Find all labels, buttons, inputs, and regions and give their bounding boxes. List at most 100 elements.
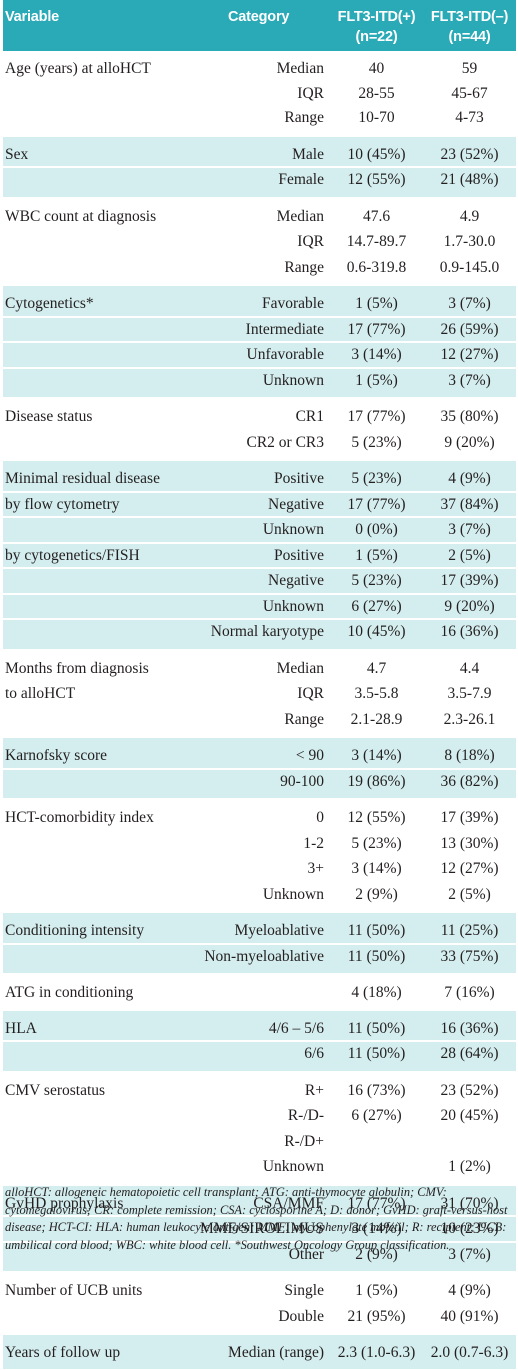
flt3-negative-cell: 40 (91%) <box>423 1302 516 1335</box>
variable-cell <box>3 253 190 286</box>
category-cell: Range <box>190 705 330 738</box>
category-cell: Unknown <box>190 592 330 620</box>
category-cell: Other <box>190 1240 330 1273</box>
table-row: Minimal residual disease Positive 5 (23%) 4… <box>3 459 516 492</box>
flt3-positive-cell: 2.3 (1.0-6.3) <box>330 1333 423 1370</box>
header-flt3-negative-n: (n=44) <box>448 29 491 45</box>
variable-cell: Age (years) at alloHCT <box>3 51 190 82</box>
variable-cell <box>3 618 190 650</box>
variable-cell: WBC count at diagnosis <box>3 196 190 230</box>
table-row: IQR 28-55 45-67 <box>3 81 516 106</box>
category-cell: Median <box>190 196 330 230</box>
flt3-negative-cell: 4.9 <box>423 196 516 230</box>
variable-cell: ATG in conditioning <box>3 973 190 1010</box>
flt3-positive-cell: 5 (23%) <box>330 567 423 594</box>
variable-cell <box>3 1302 190 1335</box>
table-row: Cytogenetics* Favorable 1 (5%) 3 (7%) <box>3 284 516 317</box>
flt3-negative-cell: 23 (52%) <box>423 1070 516 1104</box>
table-row: Years of follow up Median (range) 2.3 (1.0… <box>3 1333 516 1370</box>
table-row: CMV serostatus R+ 16 (73%) 23 (52%) <box>3 1070 516 1104</box>
flt3-positive-cell: 28-55 <box>330 81 423 106</box>
variable-cell <box>3 942 190 975</box>
row-group: HLA 4/6 – 5/6 11 (50%) 16 (36%) 6/6 11 (50%) 2… <box>3 1008 516 1072</box>
category-cell: 3+ <box>190 855 330 882</box>
category-cell: Female <box>190 166 330 198</box>
table-row: 3+ 3 (14%) 12 (27%) <box>3 855 516 882</box>
variable-cell: Number of UCB units <box>3 1271 190 1304</box>
header-flt3-positive: FLT3-ITD(+) (n=22) <box>330 0 423 51</box>
category-cell: CSA/MMF <box>190 1183 330 1217</box>
category-cell: MMF/SIROLIMUS <box>190 1215 330 1242</box>
row-group: WBC count at diagnosis Median 47.6 4.9 IQR 14… <box>3 196 516 286</box>
category-cell: 6/6 <box>190 1040 330 1072</box>
table-row: Age (years) at alloHCT Median 40 59 <box>3 51 516 82</box>
flt3-negative-cell: 4 (9%) <box>423 1271 516 1304</box>
variable-cell <box>3 228 190 255</box>
category-cell: Favorable <box>190 284 330 317</box>
row-group: Sex Male 10 (45%) 23 (52%) Female 12 (55%) 21 … <box>3 134 516 198</box>
flt3-negative-cell: 3 (7%) <box>423 366 516 399</box>
flt3-positive-cell: 1 (5%) <box>330 541 423 569</box>
flt3-negative-cell: 3 (7%) <box>423 284 516 317</box>
header-flt3-negative: FLT3-ITD(–) (n=44) <box>423 0 516 51</box>
table-row: WBC count at diagnosis Median 47.6 4.9 <box>3 196 516 230</box>
category-cell: CR2 or CR3 <box>190 428 330 461</box>
table-row: to alloHCT IQR 3.5-5.8 3.5-7.9 <box>3 680 516 707</box>
table-footnote: alloHCT: allogeneic hematopoietic cell t… <box>5 1185 508 1252</box>
variable-cell <box>3 315 190 343</box>
flt3-negative-cell: 1 (2%) <box>423 1153 516 1185</box>
category-cell: Median <box>190 648 330 682</box>
flt3-negative-cell: 16 (36%) <box>423 618 516 650</box>
category-cell: Unfavorable <box>190 341 330 368</box>
row-group: Years of follow up Median (range) 2.3 (1.0… <box>3 1333 516 1370</box>
category-cell: Range <box>190 105 330 136</box>
flt3-positive-cell: 17 (77%) <box>330 1183 423 1217</box>
flt3-negative-cell: 12 (27%) <box>423 855 516 882</box>
row-group: Minimal residual disease Positive 5 (23%) 4… <box>3 459 516 650</box>
variable-cell <box>3 567 190 594</box>
variable-cell: Years of follow up <box>3 1333 190 1370</box>
variable-cell <box>3 516 190 543</box>
flt3-negative-cell: 4 (9%) <box>423 459 516 492</box>
table-row: Unknown 2 (9%) 2 (5%) <box>3 880 516 913</box>
flt3-negative-cell: 2.0 (0.7-6.3) <box>423 1333 516 1370</box>
category-cell: IQR <box>190 228 330 255</box>
flt3-negative-cell: 2 (5%) <box>423 880 516 913</box>
flt3-negative-cell: 36 (82%) <box>423 767 516 800</box>
table-row: Range 10-70 4-73 <box>3 105 516 136</box>
variable-cell: Conditioning intensity <box>3 911 190 944</box>
variable-cell <box>3 428 190 461</box>
flt3-negative-cell: 12 (27%) <box>423 341 516 368</box>
variable-cell <box>3 1240 190 1273</box>
flt3-positive-cell: 1 (5%) <box>330 284 423 317</box>
flt3-negative-cell: 35 (80%) <box>423 397 516 430</box>
flt3-negative-cell: 4.4 <box>423 648 516 682</box>
variable-cell: HCT-comorbidity index <box>3 798 190 831</box>
flt3-positive-cell: 17 (77%) <box>330 397 423 430</box>
category-cell: CR1 <box>190 397 330 430</box>
variable-cell <box>3 105 190 136</box>
table-row: Unknown 0 (0%) 3 (7%) <box>3 516 516 543</box>
flt3-negative-cell: 3 (7%) <box>423 516 516 543</box>
variable-cell <box>3 1102 190 1129</box>
flt3-positive-cell: 10-70 <box>330 105 423 136</box>
table-row: Sex Male 10 (45%) 23 (52%) <box>3 134 516 168</box>
variable-cell <box>3 767 190 800</box>
flt3-negative-cell: 8 (18%) <box>423 736 516 769</box>
table-row: R-/D+ <box>3 1127 516 1155</box>
category-cell: Median (range) <box>190 1333 330 1370</box>
table-row: Unfavorable 3 (14%) 12 (27%) <box>3 341 516 368</box>
table-row: CR2 or CR3 5 (23%) 9 (20%) <box>3 428 516 461</box>
table-row: GvHD prophylaxis CSA/MMF 17 (77%) 31 (70%) <box>3 1183 516 1217</box>
flt3-positive-cell: 17 (77%) <box>330 490 423 518</box>
flt3-positive-cell: 5 (23%) <box>330 829 423 857</box>
table-row: by cytogenetics/FISH Positive 1 (5%) 2 (5%) <box>3 541 516 569</box>
table-row: Range 2.1-28.9 2.3-26.1 <box>3 705 516 738</box>
flt3-positive-cell: 11 (50%) <box>330 942 423 975</box>
variable-cell <box>3 705 190 738</box>
flt3-negative-cell: 11 (25%) <box>423 911 516 944</box>
table-row: 90-100 19 (86%) 36 (82%) <box>3 767 516 800</box>
flt3-positive-cell: 11 (50%) <box>330 1008 423 1042</box>
variable-cell <box>3 1153 190 1185</box>
row-group: Karnofsky score < 90 3 (14%) 8 (18%) 90-100 1… <box>3 736 516 800</box>
